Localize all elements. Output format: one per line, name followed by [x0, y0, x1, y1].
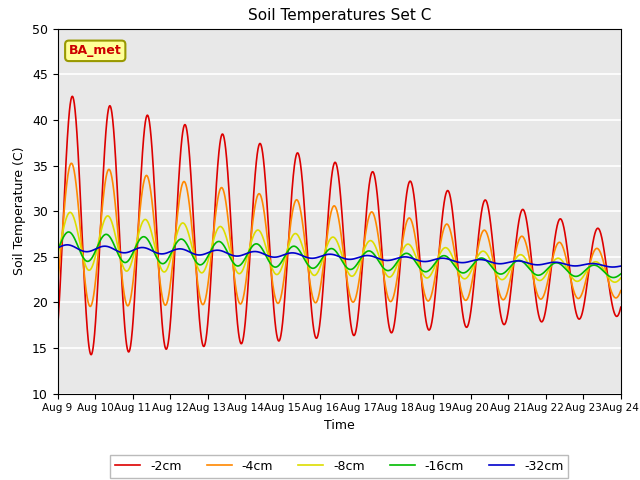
-8cm: [54, 253, 61, 259]
-2cm: [54, 325, 61, 331]
Line: -4cm: -4cm: [58, 163, 621, 306]
-8cm: [611, 279, 619, 285]
Y-axis label: Soil Temperature (C): Soil Temperature (C): [13, 147, 26, 276]
Legend: -2cm, -4cm, -8cm, -16cm, -32cm: -2cm, -4cm, -8cm, -16cm, -32cm: [110, 455, 568, 478]
-32cm: [270, 254, 278, 260]
-4cm: [152, 235, 159, 240]
-16cm: [118, 258, 126, 264]
-32cm: [118, 250, 126, 255]
-8cm: [294, 233, 302, 239]
-32cm: [63, 242, 71, 248]
-32cm: [54, 245, 61, 251]
Line: -16cm: -16cm: [58, 232, 621, 277]
-4cm: [617, 288, 625, 293]
-2cm: [118, 285, 126, 290]
Text: BA_met: BA_met: [69, 44, 122, 57]
-32cm: [545, 260, 553, 266]
-32cm: [606, 264, 614, 270]
-8cm: [606, 276, 614, 282]
-8cm: [617, 275, 625, 281]
-2cm: [152, 207, 159, 213]
-4cm: [54, 281, 61, 287]
-16cm: [606, 274, 614, 279]
-4cm: [294, 199, 302, 205]
-16cm: [617, 271, 625, 277]
-8cm: [270, 269, 278, 275]
-8cm: [118, 261, 126, 266]
-16cm: [54, 247, 61, 253]
-16cm: [294, 246, 302, 252]
Title: Soil Temperatures Set C: Soil Temperatures Set C: [248, 9, 431, 24]
Line: -32cm: -32cm: [58, 245, 621, 267]
-32cm: [294, 251, 302, 257]
-8cm: [67, 209, 74, 215]
-4cm: [67, 160, 75, 166]
-2cm: [617, 304, 625, 310]
-16cm: [65, 229, 72, 235]
-32cm: [617, 263, 625, 269]
-2cm: [294, 151, 302, 156]
-8cm: [152, 246, 159, 252]
Line: -8cm: -8cm: [58, 212, 621, 282]
-4cm: [545, 271, 553, 276]
-2cm: [87, 352, 95, 358]
-16cm: [270, 264, 278, 270]
-32cm: [152, 250, 159, 255]
-4cm: [270, 289, 278, 295]
-8cm: [545, 265, 553, 271]
Line: -2cm: -2cm: [58, 96, 621, 355]
-4cm: [606, 285, 614, 290]
-2cm: [68, 94, 76, 99]
-2cm: [545, 280, 553, 286]
-4cm: [118, 276, 126, 281]
-32cm: [609, 264, 616, 270]
-16cm: [545, 264, 553, 270]
X-axis label: Time: Time: [324, 419, 355, 432]
-4cm: [86, 303, 94, 309]
-16cm: [152, 252, 159, 258]
-16cm: [610, 275, 618, 280]
-2cm: [270, 307, 278, 313]
-2cm: [606, 290, 614, 296]
